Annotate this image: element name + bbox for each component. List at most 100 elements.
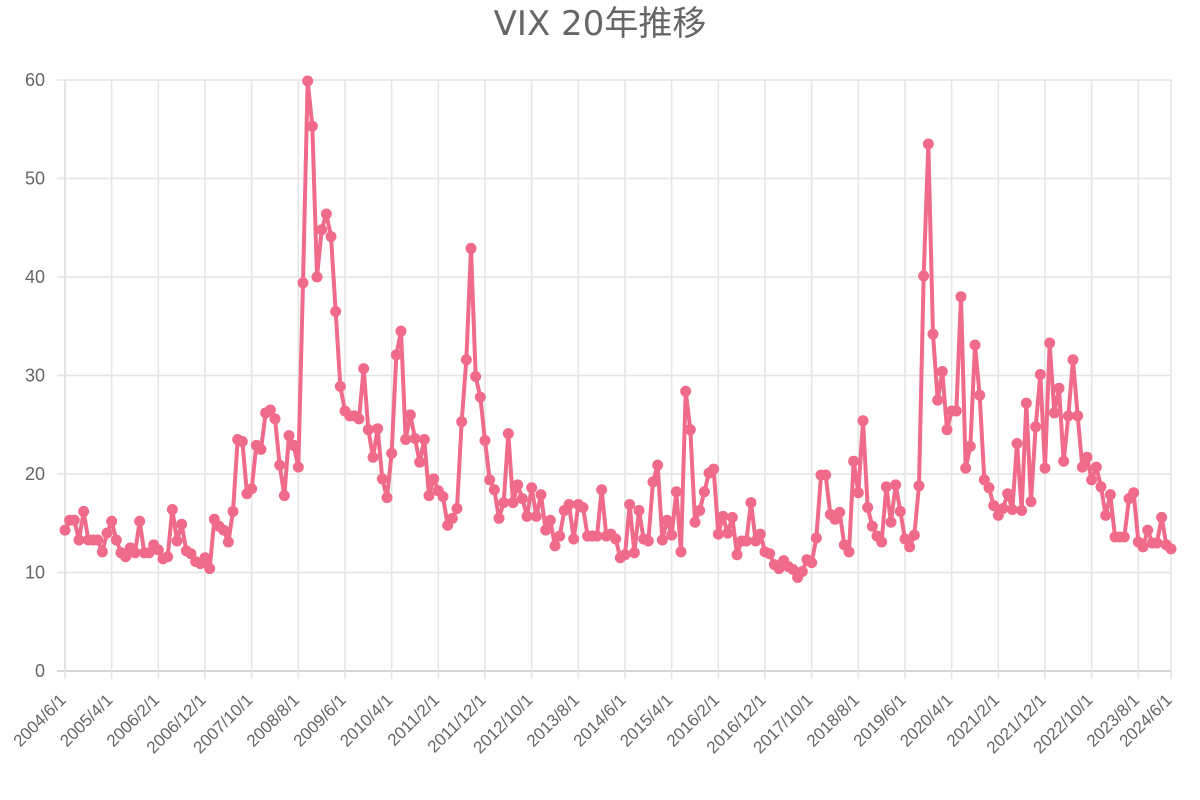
data-point [297, 277, 309, 289]
data-point [474, 391, 486, 403]
data-point [446, 512, 458, 524]
data-point [997, 502, 1009, 514]
y-tick-label: 10 [25, 563, 45, 583]
data-point [1016, 504, 1028, 516]
data-point [451, 502, 463, 514]
data-point [465, 242, 477, 254]
data-point [488, 484, 500, 496]
data-point [568, 533, 580, 545]
data-point [507, 497, 519, 509]
data-point [264, 404, 276, 416]
data-point [218, 524, 230, 536]
data-point [708, 463, 720, 475]
data-point [1104, 489, 1116, 501]
data-point [1020, 397, 1032, 409]
data-point [292, 461, 304, 473]
data-point [1067, 354, 1079, 366]
data-point [745, 497, 757, 509]
data-point [596, 484, 608, 496]
data-point [358, 363, 370, 375]
data-point [526, 482, 538, 494]
data-point [876, 536, 888, 548]
data-point [684, 424, 696, 436]
data-point [540, 524, 552, 536]
data-point [302, 75, 314, 87]
data-point [941, 424, 953, 436]
data-point [437, 491, 449, 503]
data-point [932, 394, 944, 406]
data-point [1118, 531, 1130, 543]
data-point [311, 271, 323, 283]
data-point [918, 270, 930, 282]
data-point [894, 505, 906, 517]
data-point [152, 544, 164, 556]
data-point [1002, 488, 1014, 500]
data-point [222, 536, 234, 548]
data-point [936, 366, 948, 378]
data-point [656, 534, 668, 546]
data-point [806, 557, 818, 569]
data-point [409, 433, 421, 445]
data-point [549, 540, 561, 552]
data-point [908, 529, 920, 541]
data-point [428, 473, 440, 485]
data-point [577, 501, 589, 513]
data-point [689, 516, 701, 528]
series-vix [59, 75, 1177, 583]
data-point [964, 440, 976, 452]
data-point [106, 515, 118, 527]
series-line [63, 78, 1173, 580]
data-point [843, 546, 855, 558]
data-point [316, 224, 328, 236]
data-point [404, 409, 416, 421]
data-point [516, 493, 528, 505]
data-point [1076, 461, 1088, 473]
data-point [372, 423, 384, 435]
data-point [913, 480, 925, 492]
data-point [236, 435, 248, 447]
data-point [1156, 511, 1168, 523]
data-point [390, 349, 402, 361]
data-point [166, 503, 178, 515]
data-point [498, 497, 510, 509]
data-point [171, 535, 183, 547]
data-point [479, 435, 491, 447]
data-point [1053, 382, 1065, 394]
data-point [1165, 543, 1177, 555]
data-point [712, 528, 724, 540]
data-point [129, 547, 141, 559]
data-point [722, 527, 734, 539]
data-point [227, 505, 239, 517]
data-point [381, 492, 393, 504]
data-point [554, 530, 566, 542]
data-point [1062, 410, 1074, 422]
data-point [101, 527, 113, 539]
y-tick-label: 50 [25, 169, 45, 189]
data-point [591, 530, 603, 542]
data-point [162, 551, 174, 563]
data-point [1006, 503, 1018, 515]
data-point [834, 506, 846, 518]
data-point [983, 482, 995, 494]
data-point [274, 459, 286, 471]
data-point [255, 443, 267, 455]
data-point [1081, 451, 1093, 463]
data-point [325, 231, 337, 243]
data-point [530, 510, 542, 522]
data-point [740, 535, 752, 547]
data-point [866, 520, 878, 532]
data-point [330, 305, 342, 317]
data-point [353, 413, 365, 425]
data-point [59, 524, 71, 536]
data-point [619, 549, 631, 561]
data-point [754, 528, 766, 540]
y-tick-label: 60 [25, 70, 45, 90]
data-point [922, 138, 934, 150]
data-point [927, 328, 939, 340]
data-point [1142, 524, 1154, 536]
data-point [563, 499, 575, 511]
data-point [120, 551, 132, 563]
data-point [974, 389, 986, 401]
